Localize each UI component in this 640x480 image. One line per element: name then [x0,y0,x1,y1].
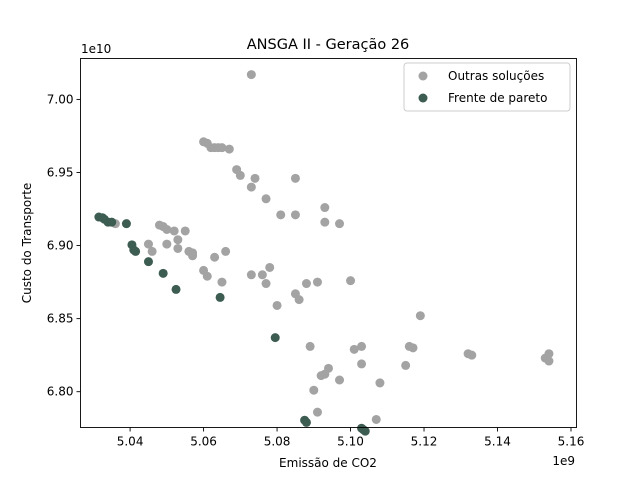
legend-marker-frente-de-pareto [418,93,428,103]
point-outras-solucoes [312,277,322,287]
point-outras-solucoes [246,270,256,280]
point-outras-solucoes [224,144,234,154]
plot-area-frame [80,58,577,428]
point-outras-solucoes [276,210,286,220]
point-outras-solucoes [162,239,172,249]
point-outras-solucoes [316,371,326,381]
x-offset-text: 1e9 [552,454,575,468]
x-tick-label: 5.12 [411,435,438,449]
chart-title: ANSGA II - Geração 26 [247,37,410,53]
x-axis-label: Emissão de CO2 [279,456,377,470]
point-outras-solucoes [265,262,275,272]
y-tick-label: 6.95 [47,165,74,179]
legend-label-frente-de-pareto: Frente de pareto [448,91,547,105]
point-outras-solucoes [371,414,381,424]
point-outras-solucoes [202,271,212,281]
point-outras-solucoes [290,210,300,220]
x-tick-label: 5.08 [264,435,291,449]
point-frente-de-pareto [158,268,168,278]
point-outras-solucoes [246,70,256,80]
point-frente-de-pareto [131,246,141,256]
point-outras-solucoes [235,170,245,180]
series-outras-solucoes [110,70,554,424]
point-outras-solucoes [147,246,157,256]
point-outras-solucoes [188,251,198,261]
x-tick-label: 5.04 [117,435,144,449]
point-outras-solucoes [544,349,554,359]
point-outras-solucoes [320,203,330,213]
point-outras-solucoes [246,182,256,192]
point-outras-solucoes [261,194,271,204]
y-offset-text: 1e10 [81,42,111,56]
point-frente-de-pareto [270,333,280,343]
point-frente-de-pareto [215,292,225,302]
point-outras-solucoes [143,239,153,249]
y-tick-label: 7.00 [47,92,74,106]
point-frente-de-pareto [107,217,117,227]
x-tick-label: 5.10 [337,435,364,449]
y-tick-label: 6.90 [47,239,74,253]
x-tick-label: 5.14 [484,435,511,449]
point-outras-solucoes [221,246,231,256]
point-outras-solucoes [180,226,190,236]
point-outras-solucoes [357,341,367,351]
y-tick-label: 6.80 [47,385,74,399]
point-outras-solucoes [210,252,220,262]
x-tick-label: 5.16 [558,435,585,449]
point-frente-de-pareto [171,284,181,294]
point-outras-solucoes [312,407,322,417]
point-outras-solucoes [301,279,311,289]
legend-box [403,62,571,112]
point-outras-solucoes [408,343,418,353]
point-outras-solucoes [346,276,356,286]
point-outras-solucoes [217,277,227,287]
x-axis-ticks: 5.04 5.06 5.08 5.10 5.12 5.14 5.16 [117,427,585,449]
point-outras-solucoes [272,300,282,310]
point-outras-solucoes [335,375,345,385]
point-frente-de-pareto [143,257,153,267]
point-outras-solucoes [217,143,227,153]
point-outras-solucoes [467,350,477,360]
point-outras-solucoes [169,226,179,236]
point-outras-solucoes [309,385,319,395]
legend-marker-outras-solucoes [418,71,428,81]
point-outras-solucoes [294,295,304,305]
point-outras-solucoes [544,356,554,366]
y-axis-label: Custo do Transporte [20,183,34,304]
point-outras-solucoes [357,359,367,369]
point-outras-solucoes [320,217,330,227]
point-frente-de-pareto [360,426,370,436]
y-tick-label: 6.85 [47,312,74,326]
point-outras-solucoes [173,243,183,253]
point-outras-solucoes [375,378,385,388]
point-outras-solucoes [257,270,267,280]
legend: Outras soluções Frente de pareto [403,62,571,112]
point-outras-solucoes [335,219,345,229]
point-outras-solucoes [349,344,359,354]
series-frente-de-pareto [94,212,370,436]
data-points [94,70,554,436]
point-outras-solucoes [162,224,172,234]
point-outras-solucoes [305,341,315,351]
x-tick-label: 5.06 [190,435,217,449]
legend-label-outras-solucoes: Outras soluções [448,69,544,83]
y-axis-ticks: 6.80 6.85 6.90 6.95 7.00 [47,92,81,399]
point-outras-solucoes [250,173,260,183]
point-frente-de-pareto [301,417,311,427]
point-frente-de-pareto [121,219,131,229]
point-outras-solucoes [261,279,271,289]
point-outras-solucoes [401,360,411,370]
point-outras-solucoes [173,235,183,245]
point-outras-solucoes [415,311,425,321]
point-outras-solucoes [290,173,300,183]
